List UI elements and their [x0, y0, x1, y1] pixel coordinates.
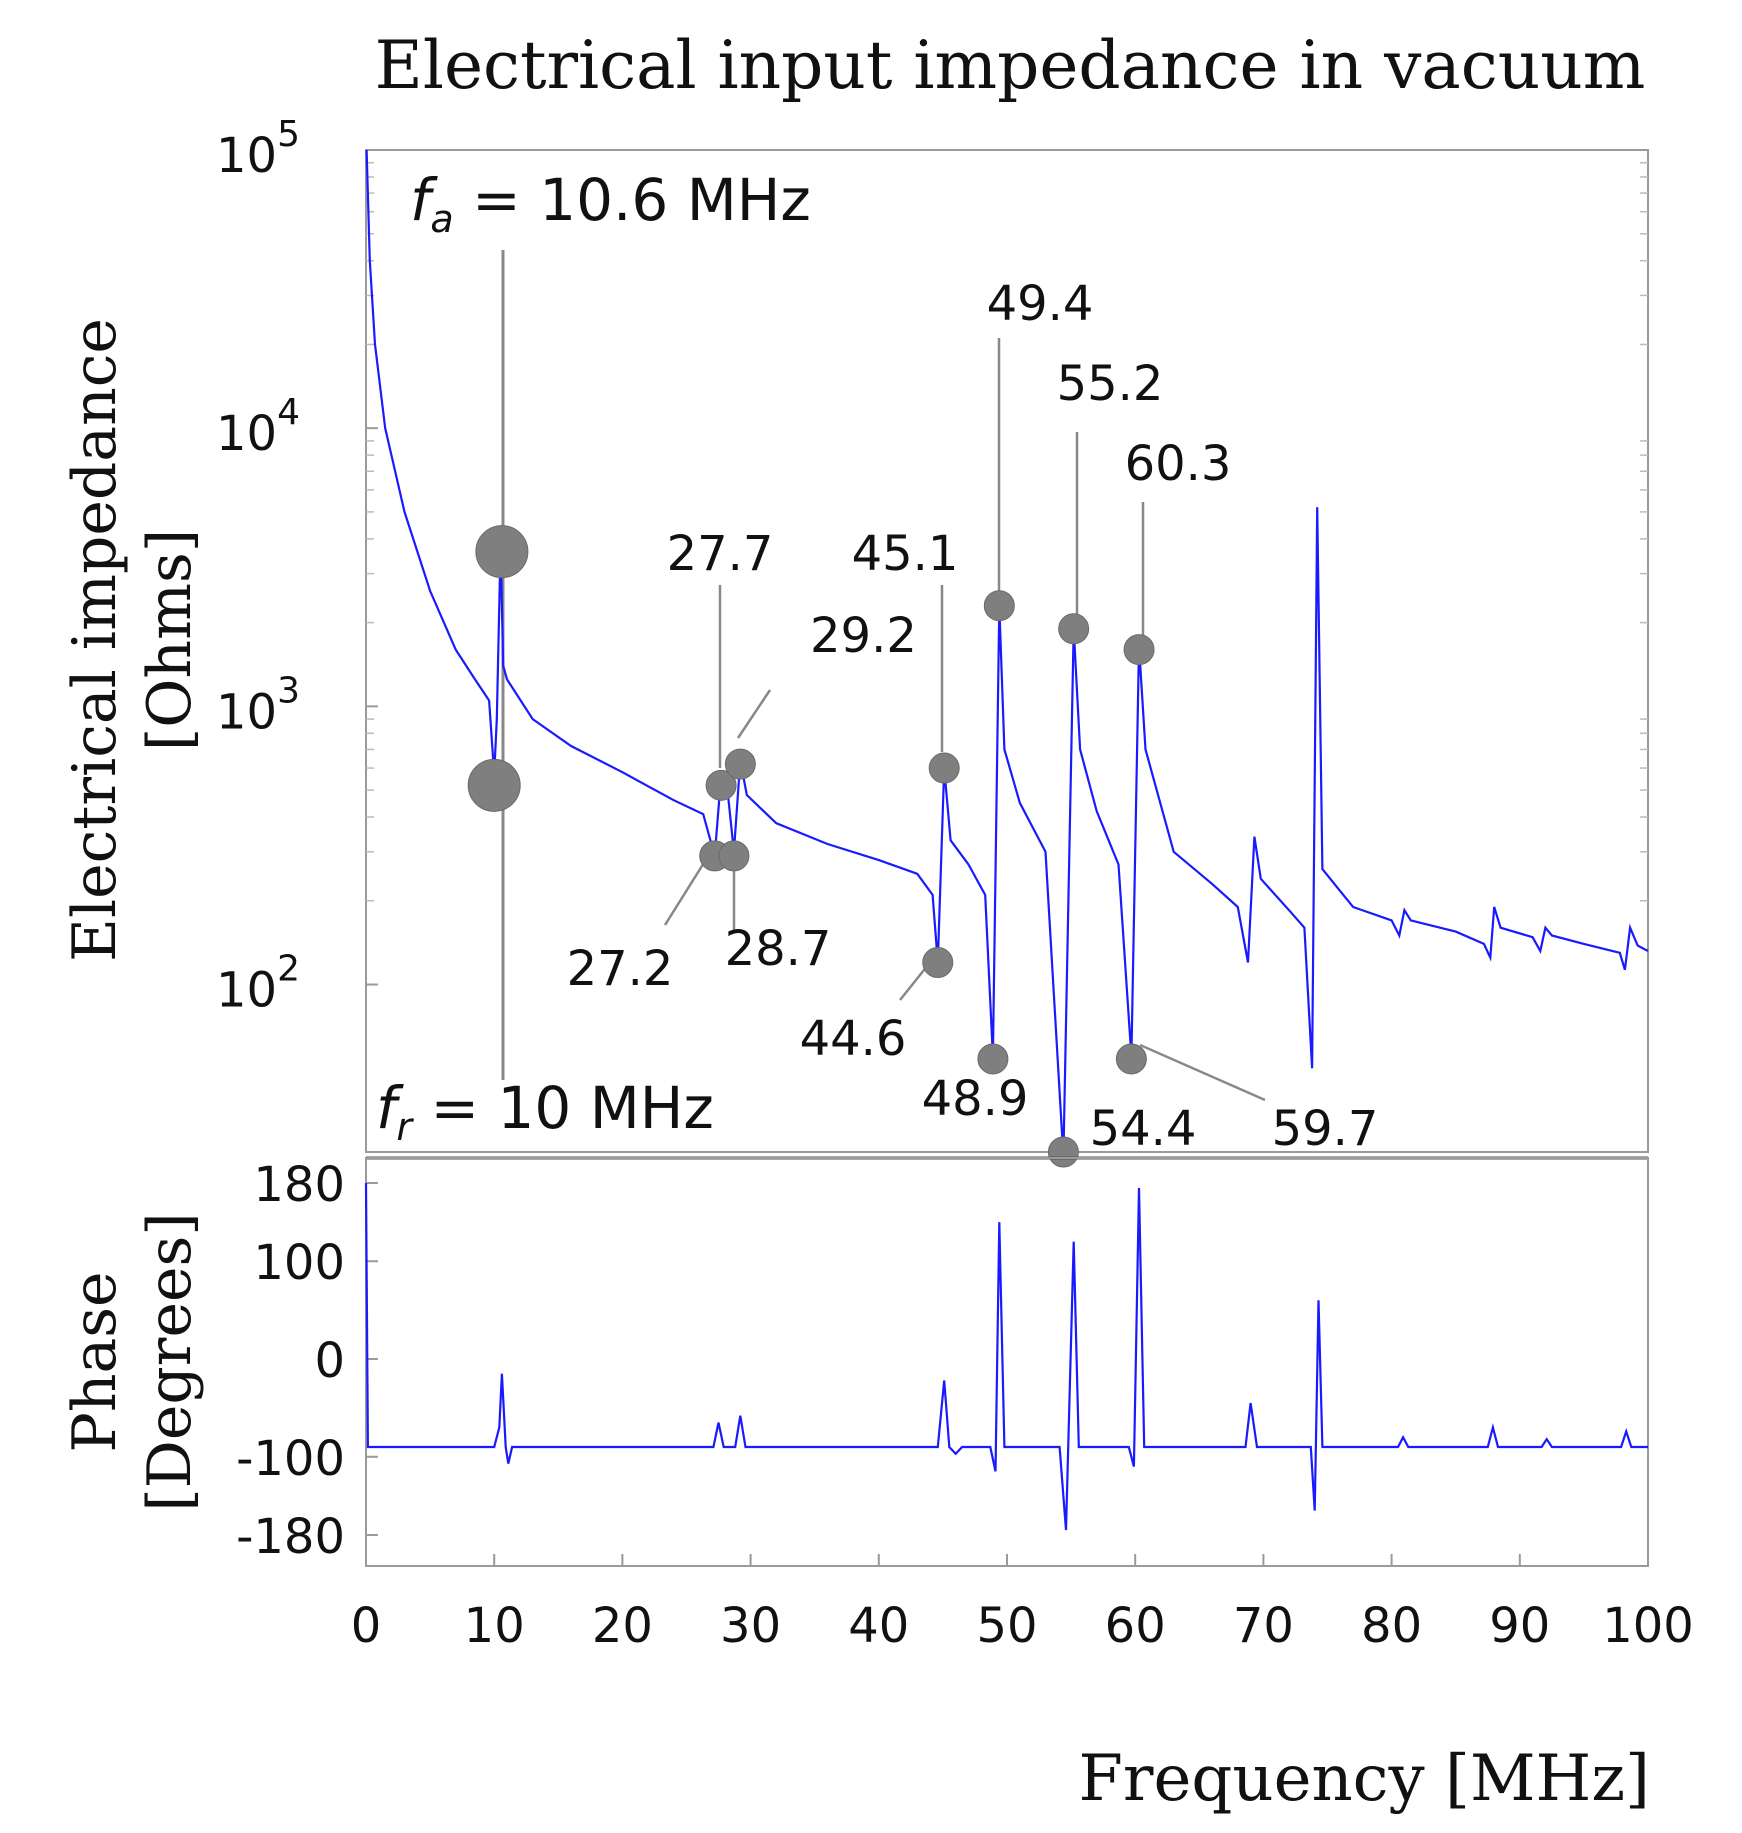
annotation-label: 45.1 — [852, 526, 959, 582]
impedance-y-label-line1: Electrical impedance — [60, 318, 130, 962]
y-tick-exponent: 3 — [277, 670, 300, 711]
impedance-minor-ticks — [366, 161, 1648, 902]
resonance-marker — [705, 769, 737, 801]
phase-y-label-line2: [Degrees] — [135, 1212, 205, 1511]
impedance-y-axis-label: Electrical impedance [Ohms] — [60, 318, 205, 962]
annotation-label: 27.2 — [567, 941, 674, 997]
annotation-label: 48.9 — [922, 1071, 1029, 1127]
phase-series-line — [364, 1182, 1648, 1531]
x-tick-label: 100 — [1602, 1598, 1694, 1654]
phase-y-label-line1: Phase — [60, 1271, 130, 1452]
annotation-label: 29.2 — [810, 608, 917, 664]
annotation-label: 59.7 — [1272, 1101, 1379, 1157]
phase-y-tick-label: 180 — [253, 1157, 345, 1213]
fa-subscript: a — [430, 197, 453, 241]
resonance-marker — [724, 748, 756, 780]
y-tick-base: 10 — [216, 963, 277, 1019]
x-tick-label: 90 — [1489, 1598, 1550, 1654]
y-tick-label: 104 — [216, 392, 300, 462]
annotation-label: 44.6 — [800, 1011, 907, 1067]
y-tick-base: 10 — [216, 406, 277, 462]
fr-subscript: r — [396, 1105, 414, 1149]
annotation-label: 28.7 — [725, 921, 832, 977]
annotation-label: 54.4 — [1090, 1101, 1197, 1157]
x-tick-label: 40 — [848, 1598, 909, 1654]
fr-label: fr = 10 MHz — [376, 1074, 714, 1149]
annotation-label: 27.7 — [667, 526, 774, 582]
y-tick-exponent: 5 — [277, 114, 300, 155]
y-tick-base: 10 — [216, 684, 277, 740]
y-tick-label: 105 — [216, 114, 300, 184]
impedance-series-line — [365, 149, 1649, 1157]
annotation-leader-line — [1139, 1043, 1266, 1102]
x-tick-label: 10 — [464, 1598, 525, 1654]
resonance-markers — [467, 525, 1155, 1168]
resonance-marker — [1115, 1043, 1147, 1075]
y-tick-base: 10 — [216, 128, 277, 184]
resonance-marker — [977, 1043, 1009, 1075]
phase-plot-frame — [365, 1157, 1649, 1567]
x-tick-labels: 0 10 20 30 40 50 60 70 80 90 100 — [351, 1554, 1694, 1654]
annotation-leader-line — [736, 689, 772, 739]
y-tick-label: 103 — [216, 670, 300, 740]
resonance-marker — [718, 840, 750, 872]
resonance-marker — [983, 590, 1015, 622]
y-tick-exponent: 4 — [277, 392, 300, 433]
fa-label: fa = 10.6 MHz — [410, 166, 811, 241]
annotation-label: 60.3 — [1125, 436, 1232, 492]
x-tick-label: 70 — [1233, 1598, 1294, 1654]
annotation-label: 49.4 — [987, 276, 1094, 332]
x-tick-label: 50 — [976, 1598, 1037, 1654]
x-axis-label: Frequency [MHz] — [1079, 1742, 1651, 1816]
phase-y-tick-label: 100 — [253, 1235, 345, 1291]
y-tick-exponent: 2 — [277, 949, 300, 990]
x-tick-label: 80 — [1361, 1598, 1422, 1654]
y-tick-label: 102 — [216, 949, 300, 1019]
annotation-labels: 27.7 29.2 45.1 49.4 55.2 60.3 27.2 28.7 44.6 48.9… — [567, 276, 1379, 1157]
resonance-marker — [1123, 634, 1155, 666]
fa-value: = 10.6 MHz — [454, 166, 811, 234]
annotation-label: 55.2 — [1057, 356, 1164, 412]
fr-value: = 10 MHz — [412, 1074, 714, 1142]
x-tick-label: 0 — [351, 1598, 382, 1654]
resonance-marker — [1047, 1136, 1079, 1168]
resonance-marker — [1058, 613, 1090, 645]
impedance-y-label-line2: [Ohms] — [135, 529, 205, 751]
x-tick-label: 20 — [592, 1598, 653, 1654]
phase-y-tick-label: -180 — [236, 1509, 345, 1565]
x-tick-label: 30 — [720, 1598, 781, 1654]
x-tick-label: 60 — [1105, 1598, 1166, 1654]
phase-y-tick-label: -100 — [236, 1431, 345, 1487]
resonance-marker — [475, 525, 529, 579]
phase-y-tick-label: 0 — [314, 1333, 345, 1389]
phase-y-ticks: 180 100 0 -100 -180 — [236, 1157, 378, 1565]
phase-y-axis-label: Phase [Degrees] — [60, 1212, 205, 1511]
impedance-plot-frame — [365, 149, 1649, 1153]
resonance-marker — [922, 946, 954, 978]
resonance-marker — [467, 758, 521, 812]
chart-title: Electrical input impedance in vacuum — [375, 27, 1646, 104]
resonance-marker — [928, 752, 960, 784]
